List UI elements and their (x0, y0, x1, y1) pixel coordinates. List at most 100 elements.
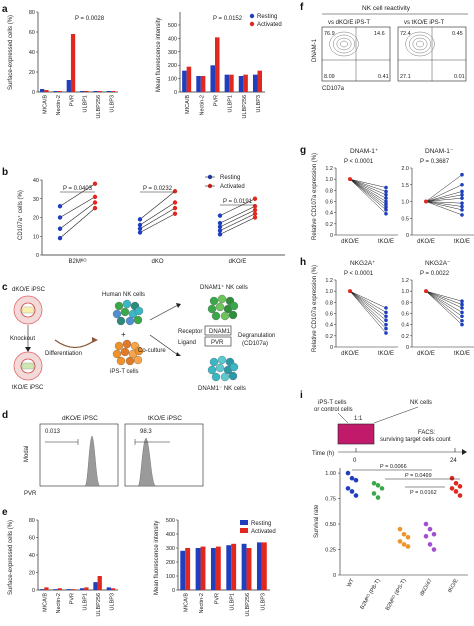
g-right-ytick-3: 1.5 (401, 183, 409, 189)
h-right-ytick-5: 1.0 (401, 289, 409, 295)
h-right-point-2 (460, 306, 464, 310)
h-left-pair-line-4 (349, 290, 387, 325)
a-left-pvalue: P = 0.0028 (75, 16, 105, 22)
i-p3: P = 0.0162 (410, 490, 437, 496)
c-nk-cell-0 (114, 301, 124, 311)
e-right-xtick-1: Nectin-2 (199, 593, 205, 613)
c-dko-label: dKO/E iPSC (12, 287, 46, 293)
b-point-activated-2-2 (252, 207, 258, 213)
b-group-label-1: dKO (151, 259, 163, 265)
h-left-point-4 (384, 322, 388, 327)
e-legend-activated: Activated (251, 529, 276, 535)
g-left-title: DNAM-1⁺ (350, 148, 379, 155)
e-left-bar-resting-0 (40, 589, 45, 590)
h-left-ytick-6: 1.2 (325, 278, 333, 284)
c-nk-cell-7 (125, 316, 135, 326)
panel-d: dKO/E iPSC 0.013 tKO/E iPSC 98.3 Modal P… (24, 415, 204, 497)
h-left-ytick-5: 1.0 (325, 289, 333, 295)
a-right-xtick-0: MICA/B (185, 95, 191, 114)
a-left-xtick-5: ULBP3 (109, 95, 115, 112)
g-left-pair-line-8 (349, 178, 387, 214)
f-left-q1: 76.9 (324, 31, 335, 37)
h-left-pair-line-2 (349, 290, 387, 317)
g-left-ytick-2: 0.4 (325, 211, 333, 217)
c-diff-arrow (54, 339, 96, 349)
panel-f: NK cell reactivity vs dKO/E iPS-T vs tKO… (312, 5, 468, 92)
g-right-point-0 (460, 172, 464, 177)
h-left-point-2 (384, 314, 388, 319)
h-left-ytick-2: 0.4 (325, 323, 333, 329)
e-left-bar-resting-3 (80, 588, 85, 590)
i-point-0-2 (353, 477, 359, 483)
b-point-activated-0-3 (92, 181, 98, 186)
b-ytick-3: 30 (33, 197, 39, 203)
c-ligand: Ligand (178, 340, 196, 346)
g-left-pair-line-3 (349, 178, 387, 199)
g-right-ytick-2: 1.0 (401, 200, 409, 206)
e-right-bar-activated-5 (261, 542, 267, 590)
b-pair-line-2-1 (219, 213, 256, 231)
g-right-pair-line-5 (425, 201, 463, 204)
e-right-bar-activated-1 (200, 546, 206, 590)
panel-letter-i: i (300, 390, 303, 401)
a-right-ytick-5: 500 (168, 23, 177, 29)
h-right-ytick-3: 0.6 (401, 312, 409, 318)
c-ips-t: iPS-T cells (110, 369, 139, 375)
i-facs: FACS: (418, 430, 436, 436)
h-right-xcat-1: tKO/E (454, 351, 470, 357)
i-point-3-0 (423, 521, 429, 527)
e-right-bar-activated-2 (215, 546, 221, 590)
b-point-resting-2-3 (217, 220, 223, 226)
d-right-frame (124, 423, 204, 487)
h-right-point-0 (460, 299, 464, 304)
e-right-ytick-2: 200 (166, 560, 175, 566)
h-left-point-start (348, 289, 352, 294)
d-right-histogram (137, 437, 157, 487)
i-point-4-5 (457, 493, 463, 498)
f-right-contour-0 (405, 31, 435, 57)
g-right-pair-line-2 (425, 191, 463, 202)
f-xlabel: CD107a (322, 86, 345, 92)
i-point-0-3 (345, 486, 351, 491)
a-left-ytick-4: 80 (29, 10, 35, 16)
h-right-pair-line-4 (425, 290, 463, 317)
g-right-pair-line-0 (425, 174, 463, 202)
h-left-pair-line-3 (349, 290, 387, 321)
i-ratio: 1:1 (354, 416, 363, 422)
c-cyan-cell-0 (209, 357, 219, 367)
panel-letter-f: f (300, 2, 304, 13)
c-dko-pvr-gene (21, 306, 35, 314)
c-green-cell-7 (220, 311, 230, 321)
g-right-point-1 (460, 182, 464, 187)
g-right-pair-line-4 (425, 197, 463, 202)
c-ipst-cell-3 (112, 349, 122, 359)
g-right-point-4 (460, 196, 464, 200)
c-tko-pvr-gene (21, 362, 35, 370)
i-point-2-4 (401, 542, 407, 547)
f-right-contour-1 (408, 34, 432, 54)
e-right-bar-resting-1 (195, 548, 201, 590)
c-nk-cluster (112, 299, 144, 326)
i-point-0-5 (353, 493, 359, 498)
h-right-pair-line-2 (425, 290, 463, 309)
i-point-4-4 (453, 489, 459, 494)
i-well (337, 423, 375, 445)
h-right-pair-line-6 (425, 290, 463, 325)
b-point-activated-0-2 (92, 194, 98, 200)
g-right-pair-line-1 (425, 184, 463, 202)
f-right-q4: 0.01 (454, 74, 465, 80)
h-right-ytick-6: 1.2 (401, 278, 409, 284)
e-left-bar-activated-1 (57, 588, 62, 590)
e-right-bar-resting-4 (241, 543, 247, 590)
g-left-xcat-1: tKO/E (378, 239, 394, 245)
c-ipst-cell-8 (133, 355, 143, 365)
e-left-ytick-1: 20 (29, 571, 35, 577)
b-group-label-2: dKO/E (229, 259, 247, 265)
f-right-q2: 0.45 (452, 31, 463, 37)
c-ipst-cell-0 (114, 341, 124, 351)
c-dnam-pos: DNAM1⁺ NK cells (200, 284, 248, 291)
f-left-title: vs dKO/E iPS-T (328, 20, 370, 26)
g-right-point-5 (460, 201, 464, 205)
d-left-value: 0.013 (45, 429, 61, 435)
b-point-activated-0-0 (92, 205, 98, 211)
